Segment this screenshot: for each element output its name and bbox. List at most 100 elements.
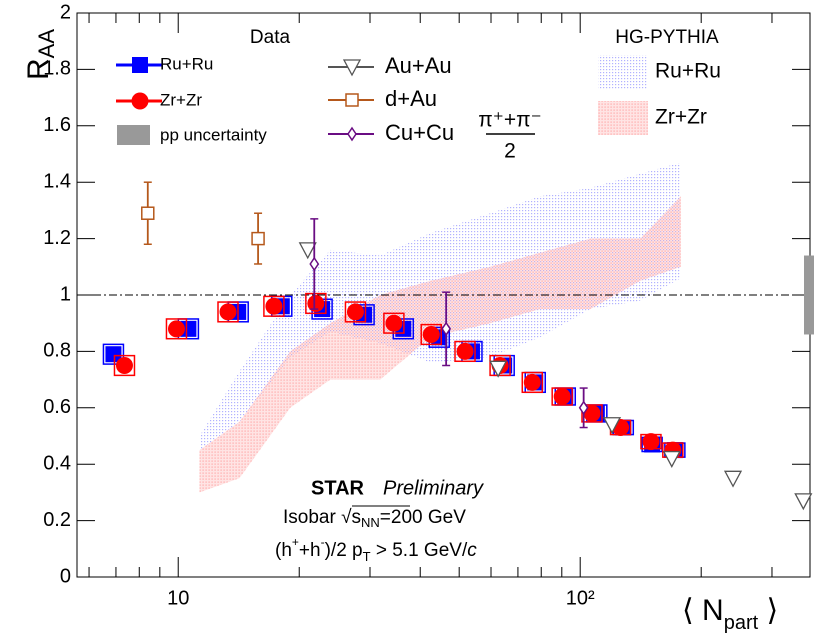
marker	[219, 303, 237, 321]
annotation-isobar-part: =200 GeV	[380, 507, 466, 528]
marks	[102, 181, 813, 511]
marker	[167, 320, 185, 338]
x-axis-label-part: ⟨ N	[682, 594, 724, 627]
legend-label: d+Au	[385, 86, 437, 111]
annotation-cut-part: +	[292, 535, 299, 549]
marker	[115, 357, 133, 374]
y-tick-label: 0.2	[43, 509, 71, 531]
legend-header: HG-PYTHIA	[615, 27, 719, 48]
x-axis-label-part: part	[724, 612, 759, 634]
marker	[456, 342, 474, 360]
pp-uncertainty-box	[804, 255, 814, 335]
marker	[723, 470, 743, 488]
systematic-box	[344, 301, 367, 323]
marker	[342, 59, 362, 77]
legend-swatch	[598, 55, 648, 89]
legend-label: Zr+Zr	[655, 106, 707, 129]
x-axis-label-part: ⟩	[758, 594, 778, 627]
marker	[642, 433, 660, 451]
annotation-cut-part: c	[467, 540, 477, 561]
annotation-cut-part: T	[363, 549, 371, 564]
axes: 0 0.2 0.4 0.6 0.8 1 1.2 1.4 1.6 1.8 2 10 10² ⟨ Npart …	[22, 1, 814, 634]
legend-label: Au+Au	[385, 53, 452, 78]
systematic-box	[383, 312, 405, 334]
y-tick-label: 0.6	[43, 396, 71, 418]
pion-numerator: π⁺+π⁻	[478, 109, 541, 132]
y-axis-label-part: R	[22, 58, 55, 80]
marker	[553, 388, 571, 406]
systematic-box	[165, 318, 188, 340]
marker	[602, 417, 622, 435]
legend-swatch	[598, 101, 648, 135]
marker	[794, 493, 813, 511]
marker	[298, 242, 317, 260]
marker	[489, 360, 508, 378]
annotation-isobar-part: Isobar √	[283, 507, 352, 528]
legend: Data HG-PYTHIA Ru+Ru Zr+Zr Au+Au d+Au Cu+Cu π⁺+…	[116, 27, 721, 564]
marker	[347, 126, 357, 142]
marker	[141, 206, 155, 220]
marker	[346, 303, 364, 321]
y-tick-label: 1.8	[43, 58, 71, 80]
annotation-cut: (h++h-)/2 pT > 5.1 GeV/c	[275, 535, 477, 564]
annotation-preliminary: Preliminary	[383, 477, 484, 499]
marker	[251, 231, 265, 246]
y-axis-label: RAA	[22, 29, 59, 80]
legend-header: Data	[250, 27, 291, 48]
marker	[345, 93, 359, 107]
x-axis-label: ⟨ Npart ⟩	[682, 594, 778, 634]
y-tick-label: 1.6	[43, 114, 71, 136]
marker	[523, 373, 541, 391]
marker	[578, 400, 589, 416]
model-band	[199, 196, 681, 493]
marker	[309, 256, 320, 272]
marker	[105, 346, 122, 363]
annotation-cut-part: -	[321, 535, 325, 549]
y-tick-label: 1.2	[43, 227, 71, 249]
marker	[385, 314, 403, 332]
y-tick-label: 1.4	[43, 170, 71, 192]
marker	[662, 450, 681, 468]
y-tick-label: 0.4	[43, 452, 71, 474]
pion-denominator: 2	[504, 140, 516, 163]
bands	[199, 162, 681, 493]
marker	[441, 321, 452, 337]
systematic-box	[489, 354, 511, 377]
y-tick-label: 2	[60, 1, 71, 23]
systematic-box	[263, 295, 285, 317]
systematic-box	[217, 301, 239, 323]
marker	[265, 297, 283, 315]
y-tick-label: 0.8	[43, 340, 71, 362]
systematic-box	[113, 354, 136, 377]
annotation-cut-part: +h	[299, 540, 321, 561]
marker	[307, 294, 325, 312]
y-tick-label: 1	[60, 283, 71, 305]
y-tick-label: 0	[60, 565, 71, 587]
legend-label: Ru+Ru	[160, 54, 213, 73]
legend-swatch	[117, 125, 150, 145]
systematic-box	[521, 371, 544, 394]
legend-label: Ru+Ru	[655, 60, 721, 83]
systematic-box	[102, 343, 125, 365]
marker	[132, 57, 148, 73]
annotation-cut-part: )/2 p	[325, 540, 363, 561]
x-tick-label: 10²	[566, 587, 595, 609]
systematic-box	[305, 292, 327, 315]
annotation-star: STAR	[311, 477, 365, 499]
annotation-cut-part: (h	[275, 540, 292, 561]
annotation-isobar-part: NN	[361, 515, 380, 530]
annotation-cut-part: > 5.1 GeV/	[371, 540, 468, 561]
legend-label: Cu+Cu	[385, 120, 454, 145]
marker	[422, 325, 440, 343]
x-tick-label: 10	[167, 587, 189, 609]
legend-label: pp uncertainty	[160, 125, 267, 144]
annotation-isobar-part: s	[352, 507, 362, 528]
systematic-box	[420, 323, 442, 346]
y-axis-label-part: AA	[34, 29, 59, 59]
legend-label: Zr+Zr	[160, 90, 202, 109]
systematic-box	[454, 340, 476, 363]
marker	[180, 320, 197, 337]
marker	[131, 92, 149, 110]
marker	[583, 404, 601, 422]
